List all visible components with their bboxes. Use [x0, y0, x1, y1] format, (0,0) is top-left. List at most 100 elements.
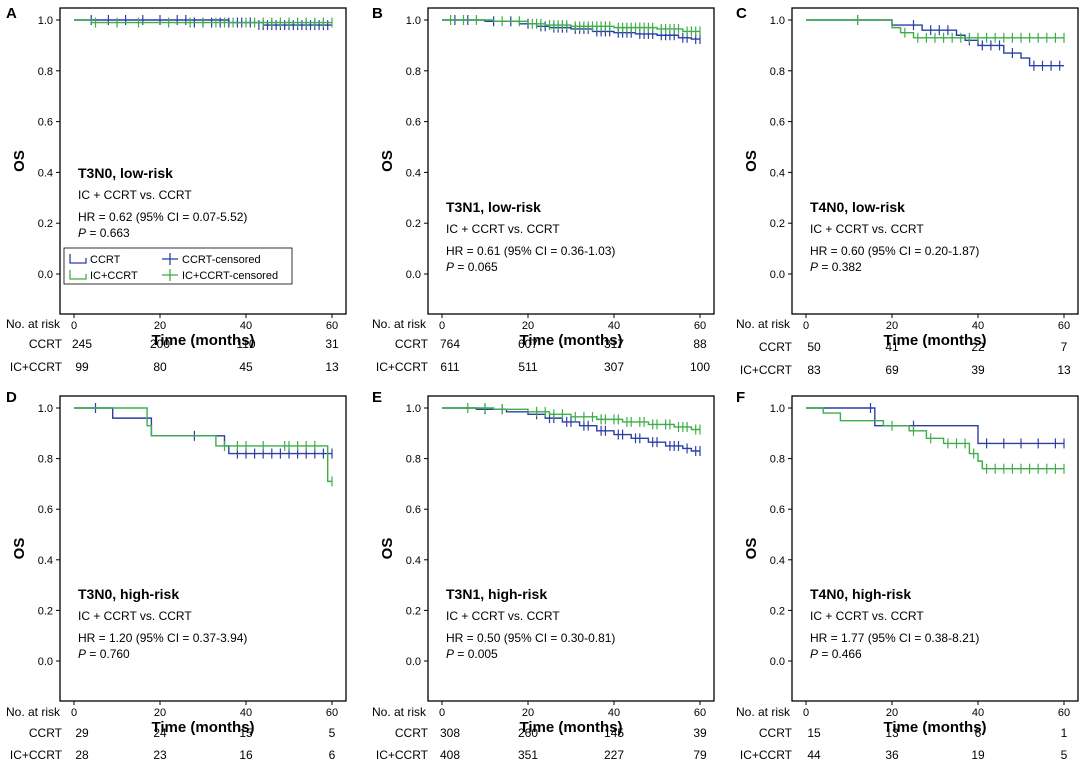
y-tick-label: 0.2 — [770, 218, 785, 230]
y-axis-label: OS — [11, 538, 28, 560]
y-tick-label: 0.8 — [38, 454, 53, 466]
x-tick-label: 20 — [522, 320, 534, 332]
p-value-text: P = 0.065 — [446, 260, 498, 274]
x-axis-label: Time (months) — [883, 332, 986, 349]
y-tick-label: 0.6 — [406, 504, 421, 516]
risk-row-label: CCRT — [759, 726, 793, 740]
x-tick-label: 0 — [71, 707, 77, 719]
x-tick-label: 40 — [608, 707, 620, 719]
risk-count: 24 — [153, 726, 167, 740]
risk-table-header: No. at risk — [372, 317, 427, 331]
x-tick-label: 0 — [803, 707, 809, 719]
p-value: = 0.065 — [454, 260, 498, 274]
x-axis-label: Time (months) — [519, 332, 622, 349]
x-tick-label: 40 — [608, 320, 620, 332]
risk-row-label: IC+CCRT — [376, 748, 429, 762]
x-tick-label: 60 — [1058, 320, 1070, 332]
legend-box — [63, 247, 293, 285]
y-tick-label: 0.2 — [38, 218, 53, 230]
y-axis-label: OS — [11, 150, 28, 172]
y-tick-label: 0.0 — [38, 656, 53, 668]
risk-count: 260 — [518, 726, 538, 740]
risk-table-header: No. at risk — [6, 317, 61, 331]
p-symbol: P — [810, 647, 818, 661]
risk-count: 69 — [885, 363, 899, 377]
y-tick-label: 1.0 — [406, 15, 421, 27]
panel-b: B 0.0 0.2 0.4 0.6 0.8 1.0 0 20 40 60 OS Time (months… — [372, 5, 715, 374]
comparison-text: IC + CCRT vs. CCRT — [446, 222, 560, 236]
p-value-text: P = 0.663 — [78, 226, 130, 240]
y-tick-label: 0.2 — [770, 605, 785, 617]
plot-frame — [791, 7, 1079, 315]
p-symbol: P — [78, 226, 86, 240]
km-curve-ccrt — [806, 19, 1064, 67]
y-tick-label: 0.2 — [406, 218, 421, 230]
panel-title: T3N1, high-risk — [446, 586, 547, 602]
plot-frame — [427, 395, 715, 702]
risk-count: 45 — [239, 360, 253, 374]
x-axis-label: Time (months) — [519, 719, 622, 736]
y-tick-label: 1.0 — [770, 15, 785, 27]
p-symbol: P — [446, 260, 454, 274]
hazard-ratio-text: HR = 0.62 (95% CI = 0.07-5.52) — [78, 210, 247, 224]
risk-row-label: IC+CCRT — [740, 748, 793, 762]
panel-c: C 0.0 0.2 0.4 0.6 0.8 1.0 0 20 40 60 OS Time (months… — [736, 5, 1079, 377]
risk-count: 31 — [325, 337, 339, 351]
x-tick-label: 40 — [972, 707, 984, 719]
comparison-text: IC + CCRT vs. CCRT — [810, 222, 924, 236]
y-tick-label: 0.4 — [770, 555, 785, 567]
y-tick-label: 0.2 — [38, 605, 53, 617]
legend-label: IC+CCRT-censored — [182, 270, 278, 282]
risk-count: 16 — [239, 748, 253, 762]
p-value: = 0.382 — [818, 260, 862, 274]
x-tick-label: 0 — [439, 320, 445, 332]
hazard-ratio-text: HR = 0.60 (95% CI = 0.20-1.87) — [810, 244, 979, 258]
y-tick-label: 0.8 — [406, 66, 421, 78]
km-curve-ic-ccrt — [74, 407, 332, 483]
risk-count: 1 — [1061, 726, 1068, 740]
risk-count: 6 — [975, 726, 982, 740]
y-tick-label: 0.6 — [406, 117, 421, 129]
km-curve-ic-ccrt — [74, 19, 332, 24]
risk-count: 607 — [518, 337, 538, 351]
x-tick-label: 60 — [1058, 707, 1070, 719]
km-curve-ccrt — [806, 407, 1064, 445]
x-tick-label: 0 — [803, 320, 809, 332]
panel-letter: B — [372, 5, 383, 22]
risk-count: 36 — [885, 748, 899, 762]
p-symbol: P — [810, 260, 818, 274]
risk-count: 317 — [604, 337, 624, 351]
y-tick-label: 1.0 — [38, 15, 53, 27]
panel-letter: A — [6, 5, 17, 22]
x-tick-label: 40 — [240, 320, 252, 332]
p-symbol: P — [446, 647, 454, 661]
risk-table-header: No. at risk — [372, 705, 427, 719]
y-tick-label: 0.8 — [770, 66, 785, 78]
legend-line-symbol — [69, 254, 87, 264]
risk-count: 22 — [971, 340, 985, 354]
risk-row-label: CCRT — [29, 726, 63, 740]
risk-count: 200 — [150, 337, 170, 351]
risk-count: 408 — [440, 748, 460, 762]
risk-count: 28 — [75, 748, 89, 762]
comparison-text: IC + CCRT vs. CCRT — [810, 609, 924, 623]
y-tick-label: 0.0 — [770, 269, 785, 281]
risk-count: 764 — [440, 337, 460, 351]
p-value: = 0.760 — [86, 647, 130, 661]
y-tick-label: 0.2 — [406, 605, 421, 617]
risk-count: 50 — [807, 340, 821, 354]
y-tick-label: 0.6 — [770, 117, 785, 129]
risk-count: 245 — [72, 337, 92, 351]
y-axis-label: OS — [379, 150, 396, 172]
risk-row-label: CCRT — [395, 726, 429, 740]
x-tick-label: 60 — [694, 320, 706, 332]
risk-count: 88 — [693, 337, 707, 351]
risk-count: 15 — [239, 726, 253, 740]
plot-frame — [59, 7, 347, 315]
x-axis-label: Time (months) — [151, 332, 254, 349]
x-tick-label: 60 — [326, 320, 338, 332]
p-symbol: P — [78, 647, 86, 661]
y-tick-label: 0.8 — [770, 454, 785, 466]
x-tick-label: 20 — [886, 320, 898, 332]
